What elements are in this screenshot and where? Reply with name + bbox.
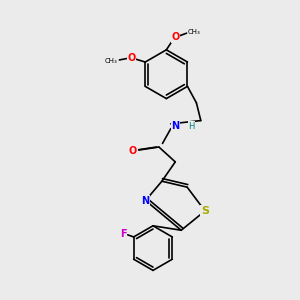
Text: N: N <box>171 121 179 131</box>
Text: O: O <box>171 32 179 42</box>
Text: H: H <box>188 122 195 131</box>
Text: O: O <box>128 52 136 63</box>
Text: F: F <box>120 229 127 239</box>
Text: N: N <box>142 196 150 206</box>
Text: S: S <box>201 206 209 216</box>
Text: CH₃: CH₃ <box>188 29 200 35</box>
Text: CH₃: CH₃ <box>105 58 118 64</box>
Text: O: O <box>129 146 137 157</box>
